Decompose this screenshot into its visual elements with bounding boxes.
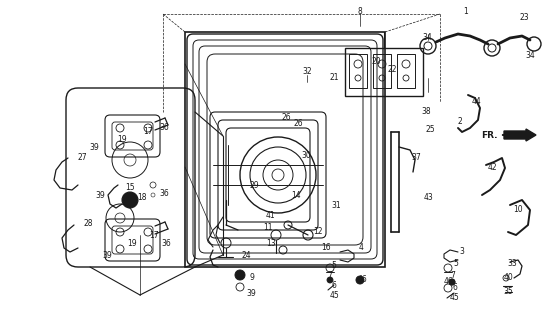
Bar xyxy=(185,32,385,267)
Text: 6: 6 xyxy=(453,284,458,292)
Text: 4: 4 xyxy=(358,244,363,252)
Text: 35: 35 xyxy=(503,287,513,297)
Text: 27: 27 xyxy=(77,154,87,163)
Text: 34: 34 xyxy=(422,34,432,43)
Text: 31: 31 xyxy=(331,202,341,211)
Text: 7: 7 xyxy=(328,270,333,279)
Text: 21: 21 xyxy=(329,74,339,83)
Text: 24: 24 xyxy=(241,252,251,260)
Bar xyxy=(349,54,367,88)
Text: 17: 17 xyxy=(143,127,153,137)
Text: 7: 7 xyxy=(450,271,455,281)
Text: 37: 37 xyxy=(411,154,421,163)
Text: 19: 19 xyxy=(117,135,127,145)
Text: 9: 9 xyxy=(249,274,254,283)
Text: 5: 5 xyxy=(454,260,459,268)
Text: 43: 43 xyxy=(423,194,433,203)
Text: FR.: FR. xyxy=(482,131,498,140)
Circle shape xyxy=(235,270,245,280)
Text: 45: 45 xyxy=(329,291,339,300)
Text: 38: 38 xyxy=(421,108,431,116)
Text: 3: 3 xyxy=(460,247,465,257)
Text: 32: 32 xyxy=(302,68,312,76)
Text: 19: 19 xyxy=(127,239,137,249)
Text: 40: 40 xyxy=(503,274,513,283)
Text: 11: 11 xyxy=(263,223,273,233)
Text: 18: 18 xyxy=(137,194,147,203)
Text: 6: 6 xyxy=(332,281,336,290)
Circle shape xyxy=(449,279,455,285)
Text: 26: 26 xyxy=(281,114,291,123)
Text: 42: 42 xyxy=(487,164,497,172)
Text: 13: 13 xyxy=(266,239,276,249)
Text: 25: 25 xyxy=(425,125,435,134)
Text: 39: 39 xyxy=(102,252,112,260)
Text: 41: 41 xyxy=(265,212,275,220)
Text: 29: 29 xyxy=(249,181,259,190)
Text: 39: 39 xyxy=(95,191,105,201)
FancyArrow shape xyxy=(504,129,536,141)
Text: 33: 33 xyxy=(507,260,517,268)
Bar xyxy=(345,48,423,96)
Text: 15: 15 xyxy=(125,183,135,193)
Text: 16: 16 xyxy=(321,244,331,252)
Circle shape xyxy=(122,192,138,208)
Text: 12: 12 xyxy=(313,228,323,236)
Text: 10: 10 xyxy=(513,205,523,214)
Text: 46: 46 xyxy=(443,277,453,286)
Bar xyxy=(397,54,415,88)
Text: 26: 26 xyxy=(293,119,303,129)
Text: 17: 17 xyxy=(149,231,159,241)
Text: 1: 1 xyxy=(464,7,469,17)
Text: 45: 45 xyxy=(450,293,460,302)
Text: 2: 2 xyxy=(458,117,463,126)
Text: 44: 44 xyxy=(471,98,481,107)
Circle shape xyxy=(327,277,333,283)
Text: 5: 5 xyxy=(332,260,336,269)
Text: 34: 34 xyxy=(525,51,535,60)
Text: 39: 39 xyxy=(89,143,99,153)
Text: 46: 46 xyxy=(357,276,367,284)
Bar xyxy=(373,54,391,88)
Text: 22: 22 xyxy=(387,66,397,75)
Circle shape xyxy=(356,276,364,284)
Text: 36: 36 xyxy=(161,239,171,249)
Text: 23: 23 xyxy=(519,13,529,22)
Text: 36: 36 xyxy=(159,189,169,198)
Text: 28: 28 xyxy=(83,220,93,228)
Text: 8: 8 xyxy=(358,7,362,17)
Text: 20: 20 xyxy=(371,58,381,67)
Text: 14: 14 xyxy=(291,191,301,201)
Text: 36: 36 xyxy=(159,124,169,132)
Text: 39: 39 xyxy=(246,290,256,299)
Text: 30: 30 xyxy=(301,150,311,159)
